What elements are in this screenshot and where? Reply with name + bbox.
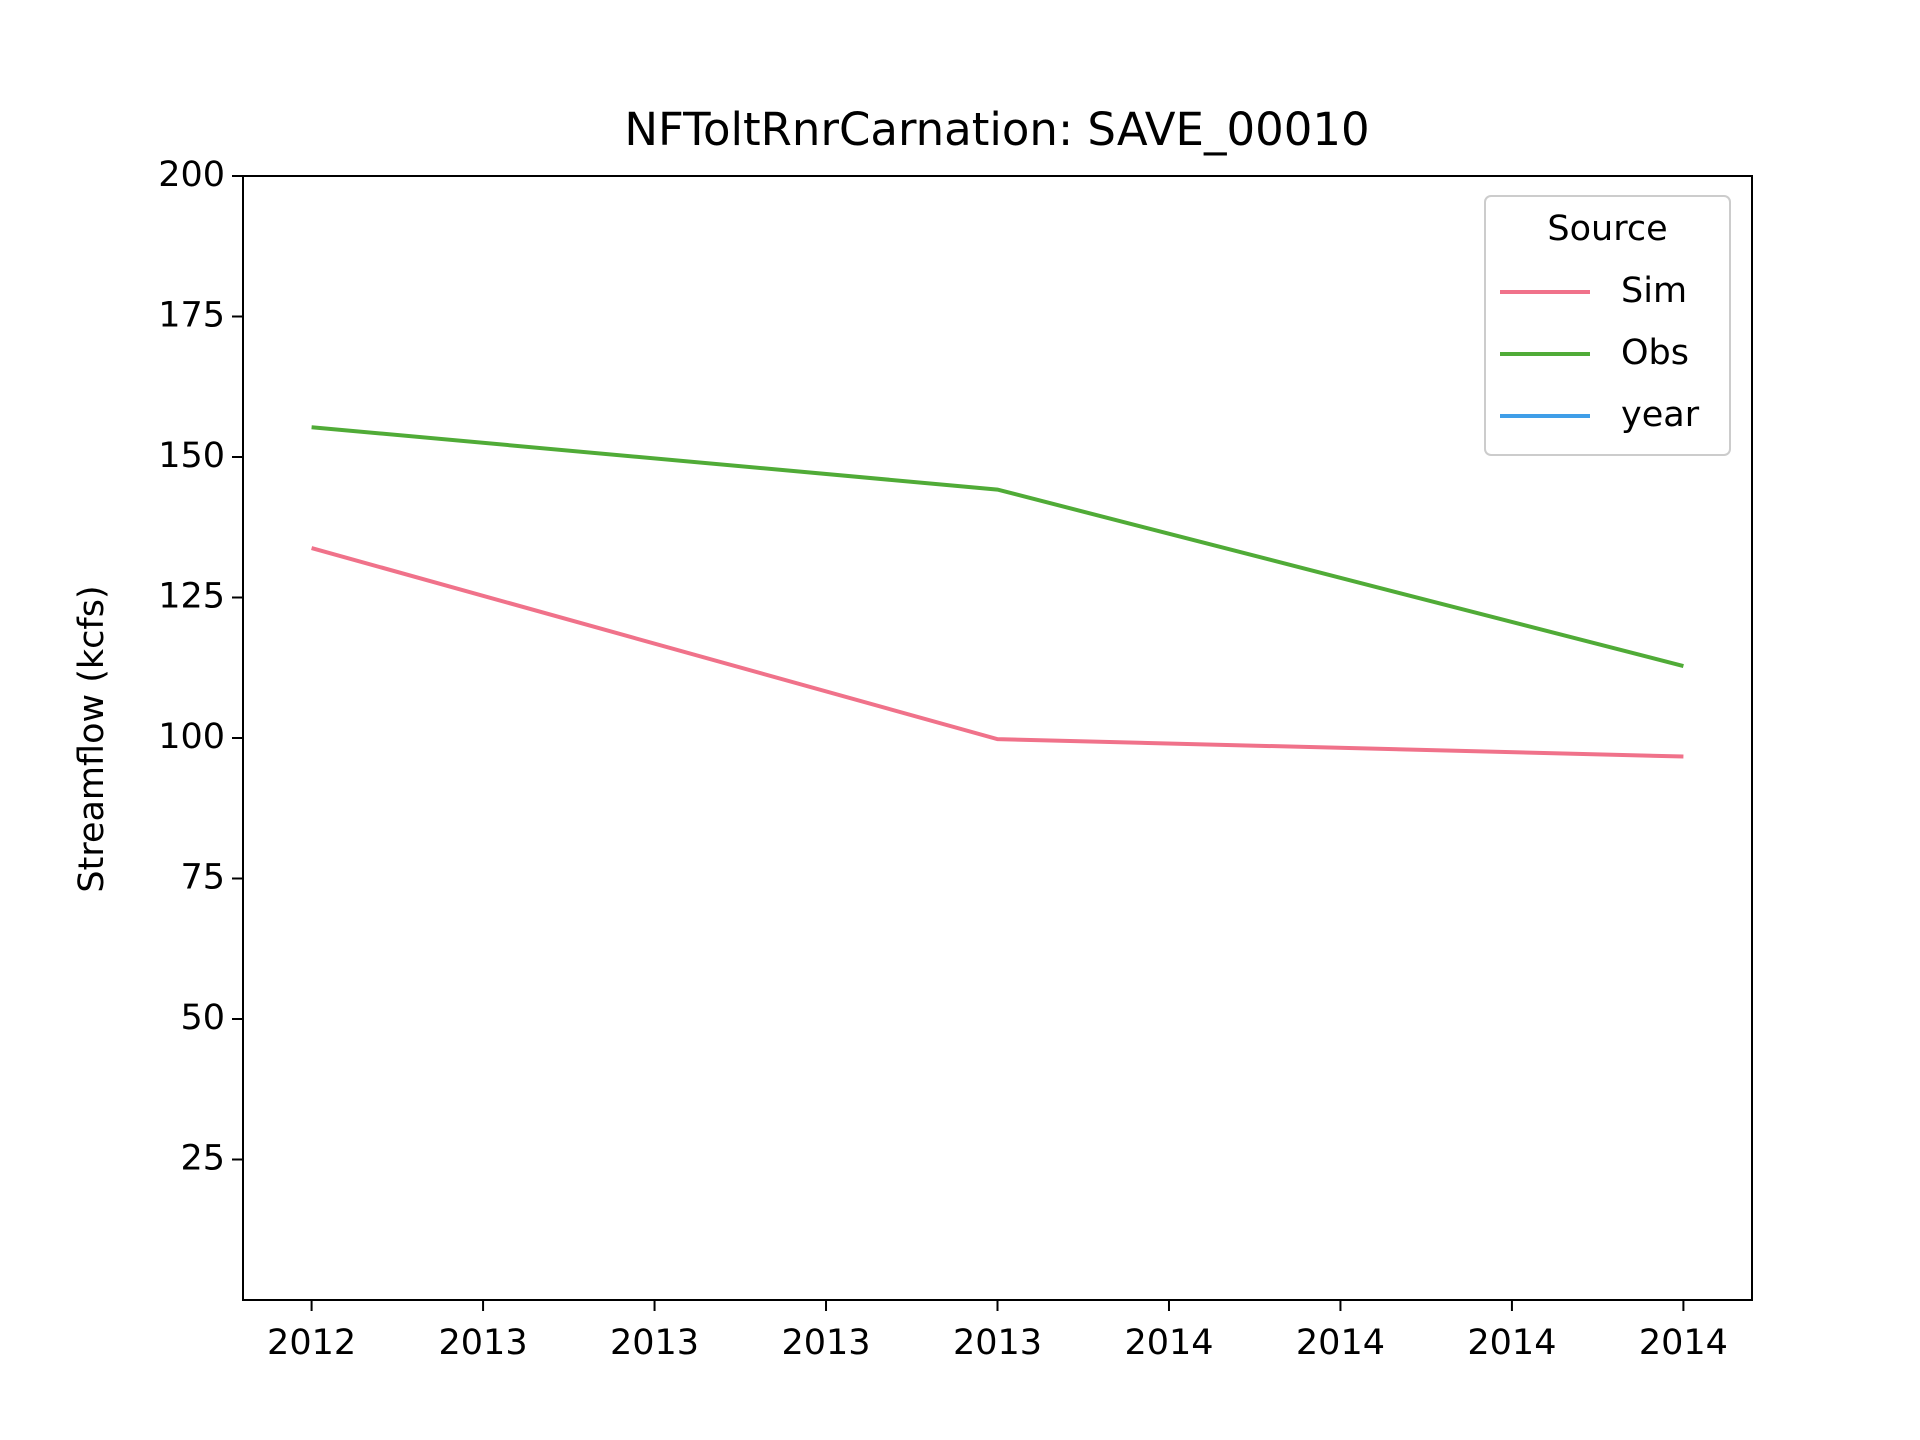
y-tick-label: 150 bbox=[158, 436, 225, 476]
plot-frame bbox=[242, 175, 1753, 1301]
legend-label: year bbox=[1621, 395, 1700, 435]
y-tick-label: 25 bbox=[180, 1139, 225, 1179]
y-tick-label: 50 bbox=[180, 998, 225, 1038]
y-tick-label: 125 bbox=[158, 577, 225, 617]
legend-box bbox=[1484, 195, 1731, 456]
y-axis-label: Streamflow (kcfs) bbox=[72, 585, 112, 892]
series-line bbox=[311, 425, 1684, 669]
x-tick-label: 2013 bbox=[439, 1323, 528, 1363]
x-tick-label: 2014 bbox=[1296, 1323, 1385, 1363]
legend-label: Obs bbox=[1621, 333, 1689, 373]
x-tick-label: 2013 bbox=[781, 1323, 870, 1363]
x-tick-label: 2014 bbox=[1639, 1323, 1728, 1363]
series-line bbox=[311, 546, 1684, 759]
y-tick-label: 200 bbox=[158, 155, 225, 195]
x-tick-label: 2013 bbox=[953, 1323, 1042, 1363]
x-tick-label: 2014 bbox=[1467, 1323, 1556, 1363]
chart-title: NFToltRnrCarnation: SAVE_00010 bbox=[624, 103, 1369, 156]
legend-title: Source bbox=[1547, 209, 1667, 249]
y-tick-label: 175 bbox=[158, 296, 225, 336]
x-tick-label: 2013 bbox=[610, 1323, 699, 1363]
x-tick-label: 2012 bbox=[267, 1323, 356, 1363]
y-tick-label: 75 bbox=[180, 858, 225, 898]
x-tick-label: 2014 bbox=[1124, 1323, 1213, 1363]
y-tick-label: 100 bbox=[158, 717, 225, 757]
legend-label: Sim bbox=[1621, 271, 1687, 311]
